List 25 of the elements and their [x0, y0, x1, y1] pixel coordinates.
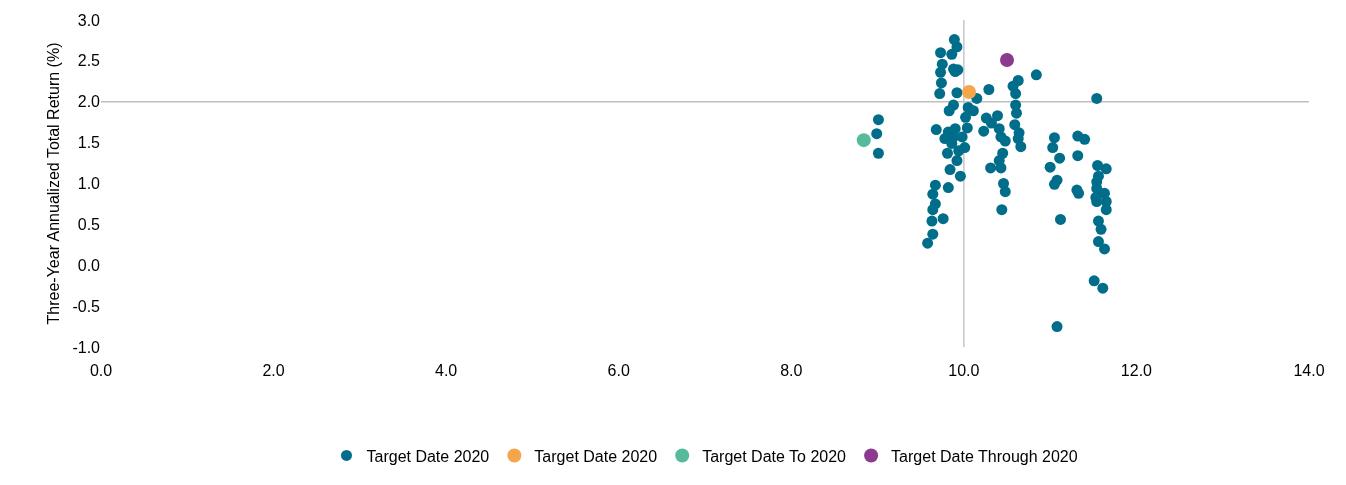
legend-label: Target Date To 2020: [702, 447, 847, 465]
point: [856, 133, 871, 148]
y-axis-title: Three-Year Annualized Total Return (%): [45, 42, 63, 325]
x-tick-label: 4.0: [435, 362, 458, 379]
legend-label: Target Date 2020: [534, 447, 658, 465]
y-tick-label: -0.5: [72, 297, 101, 315]
y-tick-label: -1.0: [72, 338, 101, 356]
x-tick-label: 12.0: [1120, 362, 1153, 379]
y-tick-label: 2.0: [77, 93, 101, 111]
x-tick-label: 2.0: [262, 362, 285, 379]
x-tick-label: 6.0: [607, 362, 630, 379]
y-tick-label: 3.0: [77, 11, 101, 29]
y-tick-label: 1.0: [77, 175, 101, 193]
point: [962, 84, 977, 99]
x-tick-label: 14.0: [1293, 362, 1325, 379]
x-tick-label: 10.0: [948, 362, 980, 379]
y-tick-label: 2.5: [77, 52, 101, 70]
y-tick-label: 1.5: [77, 134, 101, 152]
y-tick-label: 0.5: [77, 215, 101, 233]
point: [1000, 53, 1014, 68]
legend-label: Target Date 2020: [366, 447, 490, 465]
legend-label: Target Date Through 2020: [891, 447, 1078, 465]
x-tick-label: 0.0: [89, 362, 113, 379]
x-tick-label: 8.0: [780, 362, 803, 379]
y-tick-label: 0.0: [77, 256, 101, 274]
